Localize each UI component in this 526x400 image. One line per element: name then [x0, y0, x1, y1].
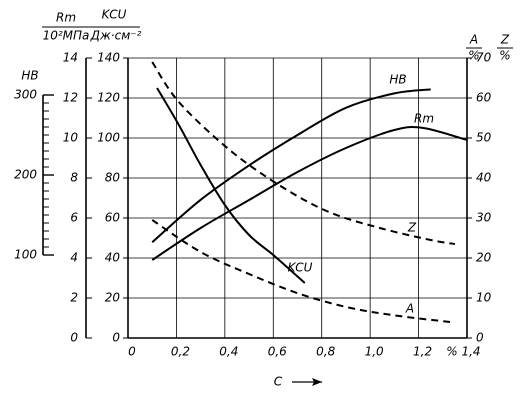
- series-line: [151, 126, 468, 261]
- y2-tick-label: 0: [476, 331, 484, 345]
- series-label: A: [405, 302, 414, 316]
- y4-tick-label: 200: [14, 168, 37, 182]
- y2-tick-label: 60: [476, 91, 492, 105]
- series-label: HB: [389, 73, 406, 87]
- kcu-axis-unit: Дж·см⁻²: [90, 29, 142, 43]
- rm-axis-unit: 10²МПа: [43, 29, 90, 43]
- y2-tick-label: 50: [476, 131, 492, 145]
- a-axis-unit: %: [468, 49, 479, 63]
- x-tick-label: 0,8: [316, 345, 335, 359]
- y-tick-label: 120: [97, 91, 120, 105]
- a-axis-title: A: [469, 33, 478, 47]
- y-tick-label: 0: [112, 331, 120, 345]
- series-label: KCU: [288, 261, 313, 275]
- y3-tick-label: 0: [70, 331, 78, 345]
- y2-tick-label: 40: [476, 171, 492, 185]
- series-line: [156, 87, 306, 284]
- y2-tick-label: 10: [476, 291, 492, 305]
- x-axis-title: C: [274, 375, 283, 389]
- series-line: [151, 88, 431, 243]
- y3-tick-label: 10: [63, 131, 79, 145]
- x-axis-unit: %: [446, 345, 457, 359]
- x-tick-label: 0,4: [219, 345, 238, 359]
- y-tick-label: 80: [105, 171, 121, 185]
- hb-axis-title: HB: [21, 69, 38, 83]
- x-tick-label: 1,0: [365, 345, 384, 359]
- y3-tick-label: 12: [63, 91, 78, 105]
- y4-tick-label: 100: [14, 248, 37, 262]
- y3-tick-label: 4: [70, 251, 78, 265]
- y3-tick-label: 6: [70, 211, 78, 225]
- y2-tick-label: 30: [476, 211, 492, 225]
- y-tick-label: 20: [105, 291, 121, 305]
- y2-tick-label: 70: [476, 51, 492, 65]
- rm-axis-title: Rm: [56, 11, 76, 25]
- y4-tick-label: 300: [14, 88, 37, 102]
- y-tick-label: 100: [97, 131, 120, 145]
- y3-tick-label: 8: [70, 171, 78, 185]
- series-label: Rm: [414, 112, 434, 126]
- z-axis-unit: %: [499, 49, 510, 63]
- y3-tick-label: 14: [63, 51, 78, 65]
- x-tick-label: 1,4: [461, 345, 480, 359]
- kcu-axis-title: KCU: [102, 8, 127, 22]
- y-tick-label: 140: [97, 51, 120, 65]
- series-label: Z: [407, 221, 417, 235]
- y2-tick-label: 20: [476, 251, 492, 265]
- y-tick-label: 60: [105, 211, 121, 225]
- x-tick-label: 0,6: [268, 345, 287, 359]
- y3-tick-label: 2: [70, 291, 78, 305]
- z-axis-title: Z: [500, 33, 510, 47]
- series-line: [151, 61, 456, 245]
- series-line: [151, 219, 451, 323]
- arrow-head: [312, 378, 322, 386]
- x-tick-label: 1,2: [413, 345, 432, 359]
- y-tick-label: 40: [105, 251, 121, 265]
- x-tick-label: 0: [128, 345, 136, 359]
- x-tick-label: 0,2: [171, 345, 190, 359]
